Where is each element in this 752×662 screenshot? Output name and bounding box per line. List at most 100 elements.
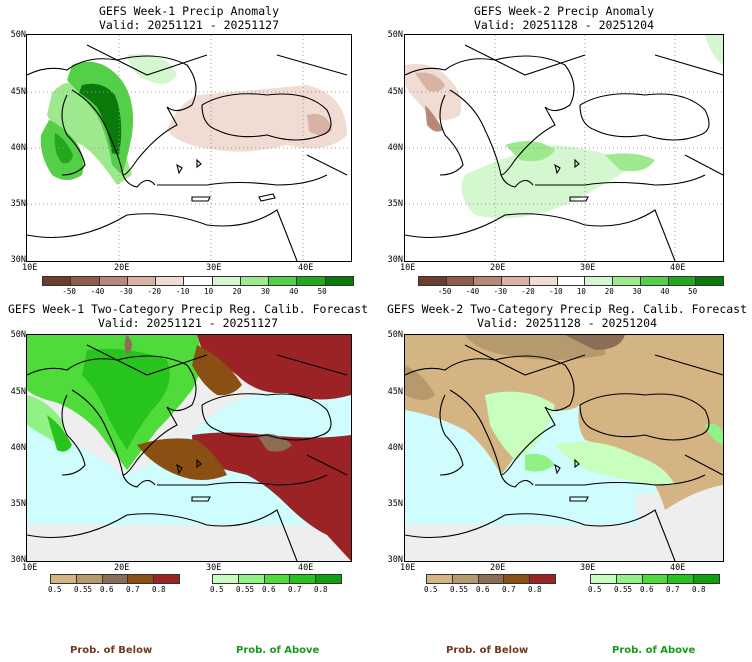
below-swatch (427, 575, 453, 583)
panel2-title: GEFS Week-2 Precip Anomaly (473, 4, 654, 18)
below-swatch (102, 575, 129, 583)
above-tick-label: 0.5 (210, 585, 224, 594)
colorbar-tick-label: 50 (317, 287, 327, 296)
p4-prob-above-label: Prob. of Above (612, 645, 696, 656)
below-swatch (76, 575, 103, 583)
p3-lon-30: 30E (206, 563, 222, 573)
colorbar-tick-label: 40 (289, 287, 299, 296)
above-swatch (642, 575, 669, 583)
anomaly-swatch (529, 277, 558, 285)
anomaly-swatch (557, 277, 586, 285)
above-tick-label: 0.8 (692, 585, 706, 594)
colorbar-tick-label: -20 (147, 287, 161, 296)
p3-lat-35: 35N (10, 499, 26, 509)
p2-lat-40: 40N (387, 143, 403, 153)
below-tick-label: 0.7 (502, 585, 516, 594)
below-swatch (154, 575, 179, 583)
below-tick-label: 0.8 (152, 585, 166, 594)
colorbar-tick-label: -50 (62, 287, 76, 296)
p1-anomaly-colorbar (42, 276, 354, 286)
colorbar-tick-label: 10 (576, 287, 586, 296)
p4-below-colorbar (426, 574, 556, 584)
p4-above-colorbar (590, 574, 720, 584)
above-tick-label: 0.6 (262, 585, 276, 594)
panel2-map (404, 34, 724, 262)
p3-lon-40: 40E (298, 563, 314, 573)
above-tick-label: 0.55 (236, 585, 255, 594)
colorbar-tick-label: -40 (465, 287, 480, 296)
colorbar-tick-label: -30 (493, 287, 507, 296)
above-swatch (238, 575, 265, 583)
anomaly-swatch (668, 277, 697, 285)
p1-lon-40: 40E (298, 263, 314, 273)
anomaly-swatch (640, 277, 669, 285)
p4-lon-30: 30E (580, 563, 596, 573)
panel3-valid: Valid: 20251121 - 20251127 (97, 316, 278, 330)
above-tick-label: 0.8 (314, 585, 328, 594)
panel1-title: GEFS Week-1 Precip Anomaly (98, 4, 279, 18)
p3-lat-40: 40N (10, 443, 26, 453)
panel4-map (404, 334, 724, 562)
colorbar-tick-label: -10 (549, 287, 563, 296)
anomaly-swatch (99, 277, 128, 285)
colorbar-tick-label: 50 (688, 287, 698, 296)
p4-lat-40: 40N (387, 443, 403, 453)
above-swatch (591, 575, 617, 583)
anomaly-swatch (613, 277, 641, 285)
p3-above-colorbar (212, 574, 342, 584)
colorbar-tick-label: -40 (90, 287, 105, 296)
panel4-valid: Valid: 20251128 - 20251204 (476, 316, 657, 330)
below-tick-label: 0.55 (74, 585, 93, 594)
above-swatch (213, 575, 239, 583)
anomaly-swatch (240, 277, 270, 285)
colorbar-tick-label: 30 (260, 287, 270, 296)
p2-lat-35: 35N (387, 199, 403, 209)
p1-lon-20: 20E (114, 263, 130, 273)
anomaly-swatch (212, 277, 241, 285)
p3-prob-above-label: Prob. of Above (236, 645, 320, 656)
above-tick-label: 0.5 (588, 585, 602, 594)
p3-below-colorbar (50, 574, 180, 584)
anomaly-swatch (696, 277, 724, 285)
above-tick-label: 0.7 (666, 585, 680, 594)
above-tick-label: 0.6 (640, 585, 654, 594)
below-swatch (504, 575, 531, 583)
below-swatch (530, 575, 555, 583)
colorbar-tick-label: -10 (175, 287, 190, 296)
colorbar-tick-label: -30 (119, 287, 133, 296)
p4-lat-30: 30N (387, 555, 403, 565)
p2-lat-30: 30N (387, 255, 403, 265)
anomaly-swatch (419, 277, 447, 285)
below-tick-label: 0.8 (528, 585, 542, 594)
below-swatch (452, 575, 479, 583)
anomaly-swatch (127, 277, 157, 285)
p1-lon-10: 10E (22, 263, 38, 273)
above-tick-label: 0.7 (288, 585, 302, 594)
colorbar-tick-label: 30 (632, 287, 642, 296)
colorbar-tick-label: -50 (437, 287, 452, 296)
anomaly-swatch (184, 277, 213, 285)
below-swatch (51, 575, 77, 583)
below-swatch (478, 575, 505, 583)
below-tick-label: 0.6 (100, 585, 114, 594)
anomaly-swatch (474, 277, 503, 285)
p1-lon-30: 30E (206, 263, 222, 273)
below-tick-label: 0.6 (476, 585, 490, 594)
p2-lon-30: 30E (580, 263, 596, 273)
p3-prob-below-label: Prob. of Below (70, 645, 153, 656)
p2-lat-45: 45N (387, 87, 403, 97)
p2-lon-10: 10E (400, 263, 416, 273)
p3-lat-30: 30N (10, 555, 26, 565)
p1-lat-35: 35N (10, 199, 26, 209)
below-tick-label: 0.55 (450, 585, 469, 594)
anomaly-swatch (297, 277, 326, 285)
p3-lon-10: 10E (22, 563, 38, 573)
anomaly-swatch (446, 277, 475, 285)
panel3-title: GEFS Week-1 Two-Category Precip Reg. Cal… (7, 302, 369, 316)
below-tick-label: 0.5 (424, 585, 438, 594)
p2-lon-40: 40E (670, 263, 686, 273)
p4-lat-35: 35N (387, 499, 403, 509)
above-swatch (694, 575, 719, 583)
panel3-map (26, 334, 352, 562)
p2-lat-50: 50N (387, 30, 403, 40)
